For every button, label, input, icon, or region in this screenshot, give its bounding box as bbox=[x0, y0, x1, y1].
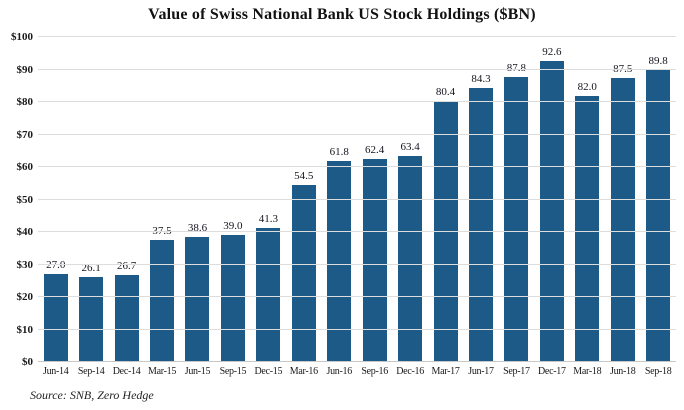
bar-slot: 27.0 bbox=[38, 37, 73, 362]
x-axis: Jun-14 Sep-14 Dec-14 Mar-15 Jun-15 Sep-15 Dec-… bbox=[38, 366, 676, 378]
bar bbox=[43, 274, 68, 362]
gridline bbox=[38, 328, 676, 330]
y-tick-label: $40 bbox=[16, 226, 34, 238]
bar-slot: 80.4 bbox=[428, 37, 463, 362]
x-tick-label: Mar-18 bbox=[573, 366, 602, 377]
x-tick-label: Dec-16 bbox=[396, 366, 424, 377]
gridline bbox=[38, 263, 676, 265]
x-tick-label: Jun-18 bbox=[610, 366, 636, 377]
x-tick-label: Jun-17 bbox=[468, 366, 494, 377]
bar bbox=[398, 155, 423, 362]
y-tick-label: $0 bbox=[22, 356, 33, 368]
x-tick-label: Sep-17 bbox=[503, 366, 530, 377]
bar-value-label: 92.6 bbox=[542, 46, 562, 59]
bar-slot: 38.6 bbox=[180, 37, 215, 362]
x-tick-label: Dec-17 bbox=[538, 366, 566, 377]
bar bbox=[114, 275, 139, 362]
x-tick-label: Mar-16 bbox=[289, 366, 318, 377]
bar-value-label: 41.3 bbox=[258, 212, 278, 225]
gridline bbox=[38, 133, 676, 135]
bar-slot: 62.4 bbox=[357, 37, 392, 362]
bar-slot: 26.7 bbox=[109, 37, 144, 362]
bar-slot: 39.0 bbox=[215, 37, 250, 362]
bar-slot: 37.5 bbox=[144, 37, 179, 362]
plot-area: 27.0 26.1 26.7 37.5 38.6 39.0 41.3 54.5 61.8 62.4… bbox=[38, 36, 676, 362]
bar-value-label: 54.5 bbox=[294, 169, 314, 182]
bar-value-label: 39.0 bbox=[223, 220, 243, 233]
bar-slot: 89.8 bbox=[640, 37, 675, 362]
gridline bbox=[38, 101, 676, 102]
bar-value-label: 87.8 bbox=[507, 62, 526, 74]
gridline bbox=[38, 68, 676, 70]
x-tick-label: Sep-14 bbox=[77, 366, 105, 377]
chart-title: Value of Swiss National Bank US Stock Ho… bbox=[148, 6, 536, 23]
bar bbox=[646, 70, 671, 362]
bars-container: 27.0 26.1 26.7 37.5 38.6 39.0 41.3 54.5 61.8 62.4… bbox=[38, 37, 676, 362]
bar bbox=[256, 227, 281, 362]
bar bbox=[575, 95, 600, 362]
y-tick-label: $80 bbox=[16, 96, 34, 108]
bar bbox=[220, 235, 245, 362]
gridline bbox=[38, 361, 676, 362]
y-tick-label: $50 bbox=[16, 193, 34, 206]
bar bbox=[185, 236, 210, 362]
x-tick-label: Jun-16 bbox=[326, 366, 353, 377]
x-tick-label: Mar-17 bbox=[431, 366, 460, 377]
y-tick-label: $100 bbox=[11, 31, 33, 43]
bar-value-label: 26.7 bbox=[116, 260, 137, 273]
x-tick-label: Sep-18 bbox=[644, 366, 672, 377]
bar bbox=[150, 240, 175, 362]
bar bbox=[79, 277, 104, 362]
x-tick-label: Sep-15 bbox=[219, 366, 247, 377]
bar bbox=[468, 88, 493, 362]
bar-value-label: 63.4 bbox=[400, 140, 420, 153]
bar-value-label: 38.6 bbox=[187, 221, 208, 234]
x-tick-label: Sep-16 bbox=[361, 366, 388, 377]
y-tick-label: $20 bbox=[16, 291, 34, 303]
bar-slot: 61.8 bbox=[322, 37, 357, 362]
bar bbox=[291, 184, 316, 362]
y-tick-label: $70 bbox=[16, 128, 34, 141]
bar-value-label: 27.0 bbox=[46, 259, 66, 272]
bar-value-label: 84.3 bbox=[471, 73, 491, 86]
y-tick-label: $60 bbox=[16, 161, 34, 173]
gridline bbox=[38, 231, 676, 232]
bar-value-label: 61.8 bbox=[329, 146, 349, 159]
x-tick-label: Dec-15 bbox=[254, 366, 283, 377]
bar-slot: 92.6 bbox=[534, 37, 569, 362]
bar-slot: 87.8 bbox=[499, 37, 534, 362]
x-tick-label: Jun-15 bbox=[184, 366, 211, 377]
bar-slot: 54.5 bbox=[286, 37, 321, 362]
gridline bbox=[38, 166, 676, 167]
bar bbox=[504, 76, 529, 362]
bar-slot: 87.5 bbox=[605, 37, 640, 362]
x-tick-label: Mar-15 bbox=[148, 366, 177, 377]
bar-value-label: 62.4 bbox=[365, 144, 385, 157]
bar-slot: 63.4 bbox=[392, 37, 427, 362]
bar bbox=[610, 77, 635, 362]
bar bbox=[539, 61, 564, 362]
y-tick-label: $10 bbox=[16, 323, 34, 336]
bar bbox=[327, 161, 352, 362]
bar-value-label: 82.0 bbox=[577, 80, 597, 93]
bar bbox=[362, 159, 387, 362]
bar-value-label: 89.8 bbox=[648, 55, 668, 68]
bar-slot: 84.3 bbox=[463, 37, 498, 362]
bar-slot: 26.1 bbox=[73, 37, 108, 362]
bar-slot: 82.0 bbox=[570, 37, 605, 362]
bar-value-label: 26.1 bbox=[81, 262, 101, 275]
y-tick-label: $30 bbox=[16, 258, 34, 271]
x-tick-label: Jun-14 bbox=[43, 366, 69, 377]
gridline bbox=[38, 296, 676, 297]
y-tick-label: $90 bbox=[16, 63, 34, 76]
y-axis: $0 $10 $20 $30 $40 $50 $60 $70 $80 $90 $100 bbox=[0, 31, 34, 368]
bar-value-label: 80.4 bbox=[435, 85, 456, 98]
gridline bbox=[38, 198, 676, 200]
source-note: Source: SNB, Zero Hedge bbox=[30, 388, 154, 402]
bar-slot: 41.3 bbox=[251, 37, 286, 362]
gridline bbox=[38, 36, 676, 37]
x-tick-label: Dec-14 bbox=[112, 366, 141, 377]
